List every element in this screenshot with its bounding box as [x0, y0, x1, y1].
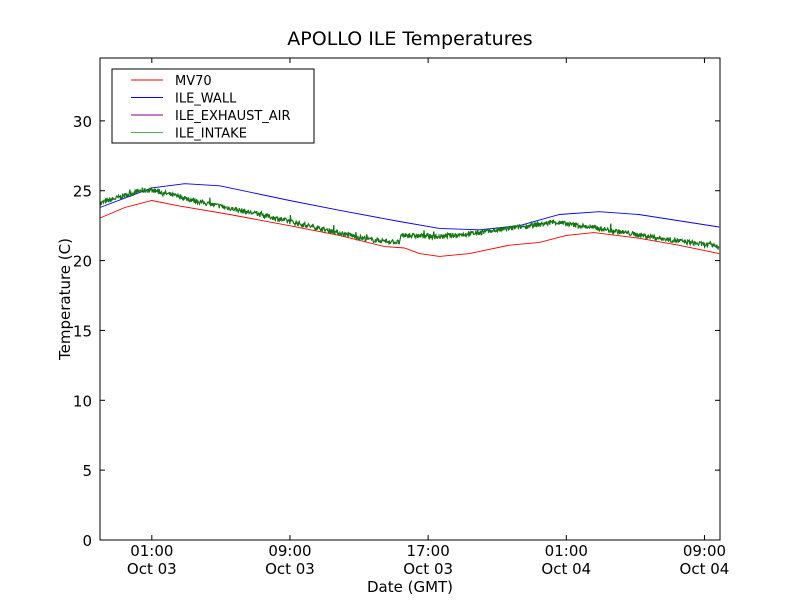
legend-label: ILE_INTAKE: [175, 127, 247, 142]
y-tick-label: 5: [82, 462, 92, 480]
chart-title: APOLLO ILE Temperatures: [287, 28, 532, 50]
legend-box: [111, 68, 315, 144]
y-tick-label: 30: [73, 113, 92, 131]
legend-label: ILE_EXHAUST_AIR: [175, 109, 291, 124]
x-tick-label-time: 01:00: [545, 542, 588, 560]
series-line-ile-exhaust-air: [99, 186, 720, 251]
x-tick-label-time: 09:00: [268, 542, 311, 560]
plot-frame: [99, 57, 721, 541]
x-tick-label-date: Oct 04: [541, 560, 591, 578]
x-axis-label: Date (GMT): [367, 578, 453, 596]
x-tick-label-date: Oct 03: [127, 560, 177, 578]
y-tick-label: 10: [73, 392, 92, 410]
x-tick-label-time: 01:00: [130, 542, 173, 560]
x-tick-label-date: Oct 04: [680, 560, 730, 578]
x-tick-label-time: 17:00: [407, 542, 450, 560]
legend: MV70 ILE_WALL ILE_EXHAUST_AIR ILE_INTAKE: [111, 68, 315, 144]
legend-label: ILE_WALL: [175, 92, 237, 107]
series-line-mv70: [99, 200, 720, 257]
y-tick-label: 15: [73, 322, 92, 340]
y-tick-label: 25: [73, 183, 92, 201]
x-tick-label-time: 09:00: [683, 542, 726, 560]
x-tick-label-date: Oct 03: [403, 560, 453, 578]
series-line-ile-wall: [99, 183, 720, 231]
y-tick-label: 0: [82, 532, 92, 550]
series-line-ile-intake: [99, 186, 720, 251]
x-tick-label-date: Oct 03: [265, 560, 315, 578]
y-axis-label: Temperature (C): [56, 238, 74, 361]
series-layer: [99, 183, 720, 257]
legend-label: MV70: [175, 74, 212, 89]
y-tick-label: 20: [73, 253, 92, 271]
